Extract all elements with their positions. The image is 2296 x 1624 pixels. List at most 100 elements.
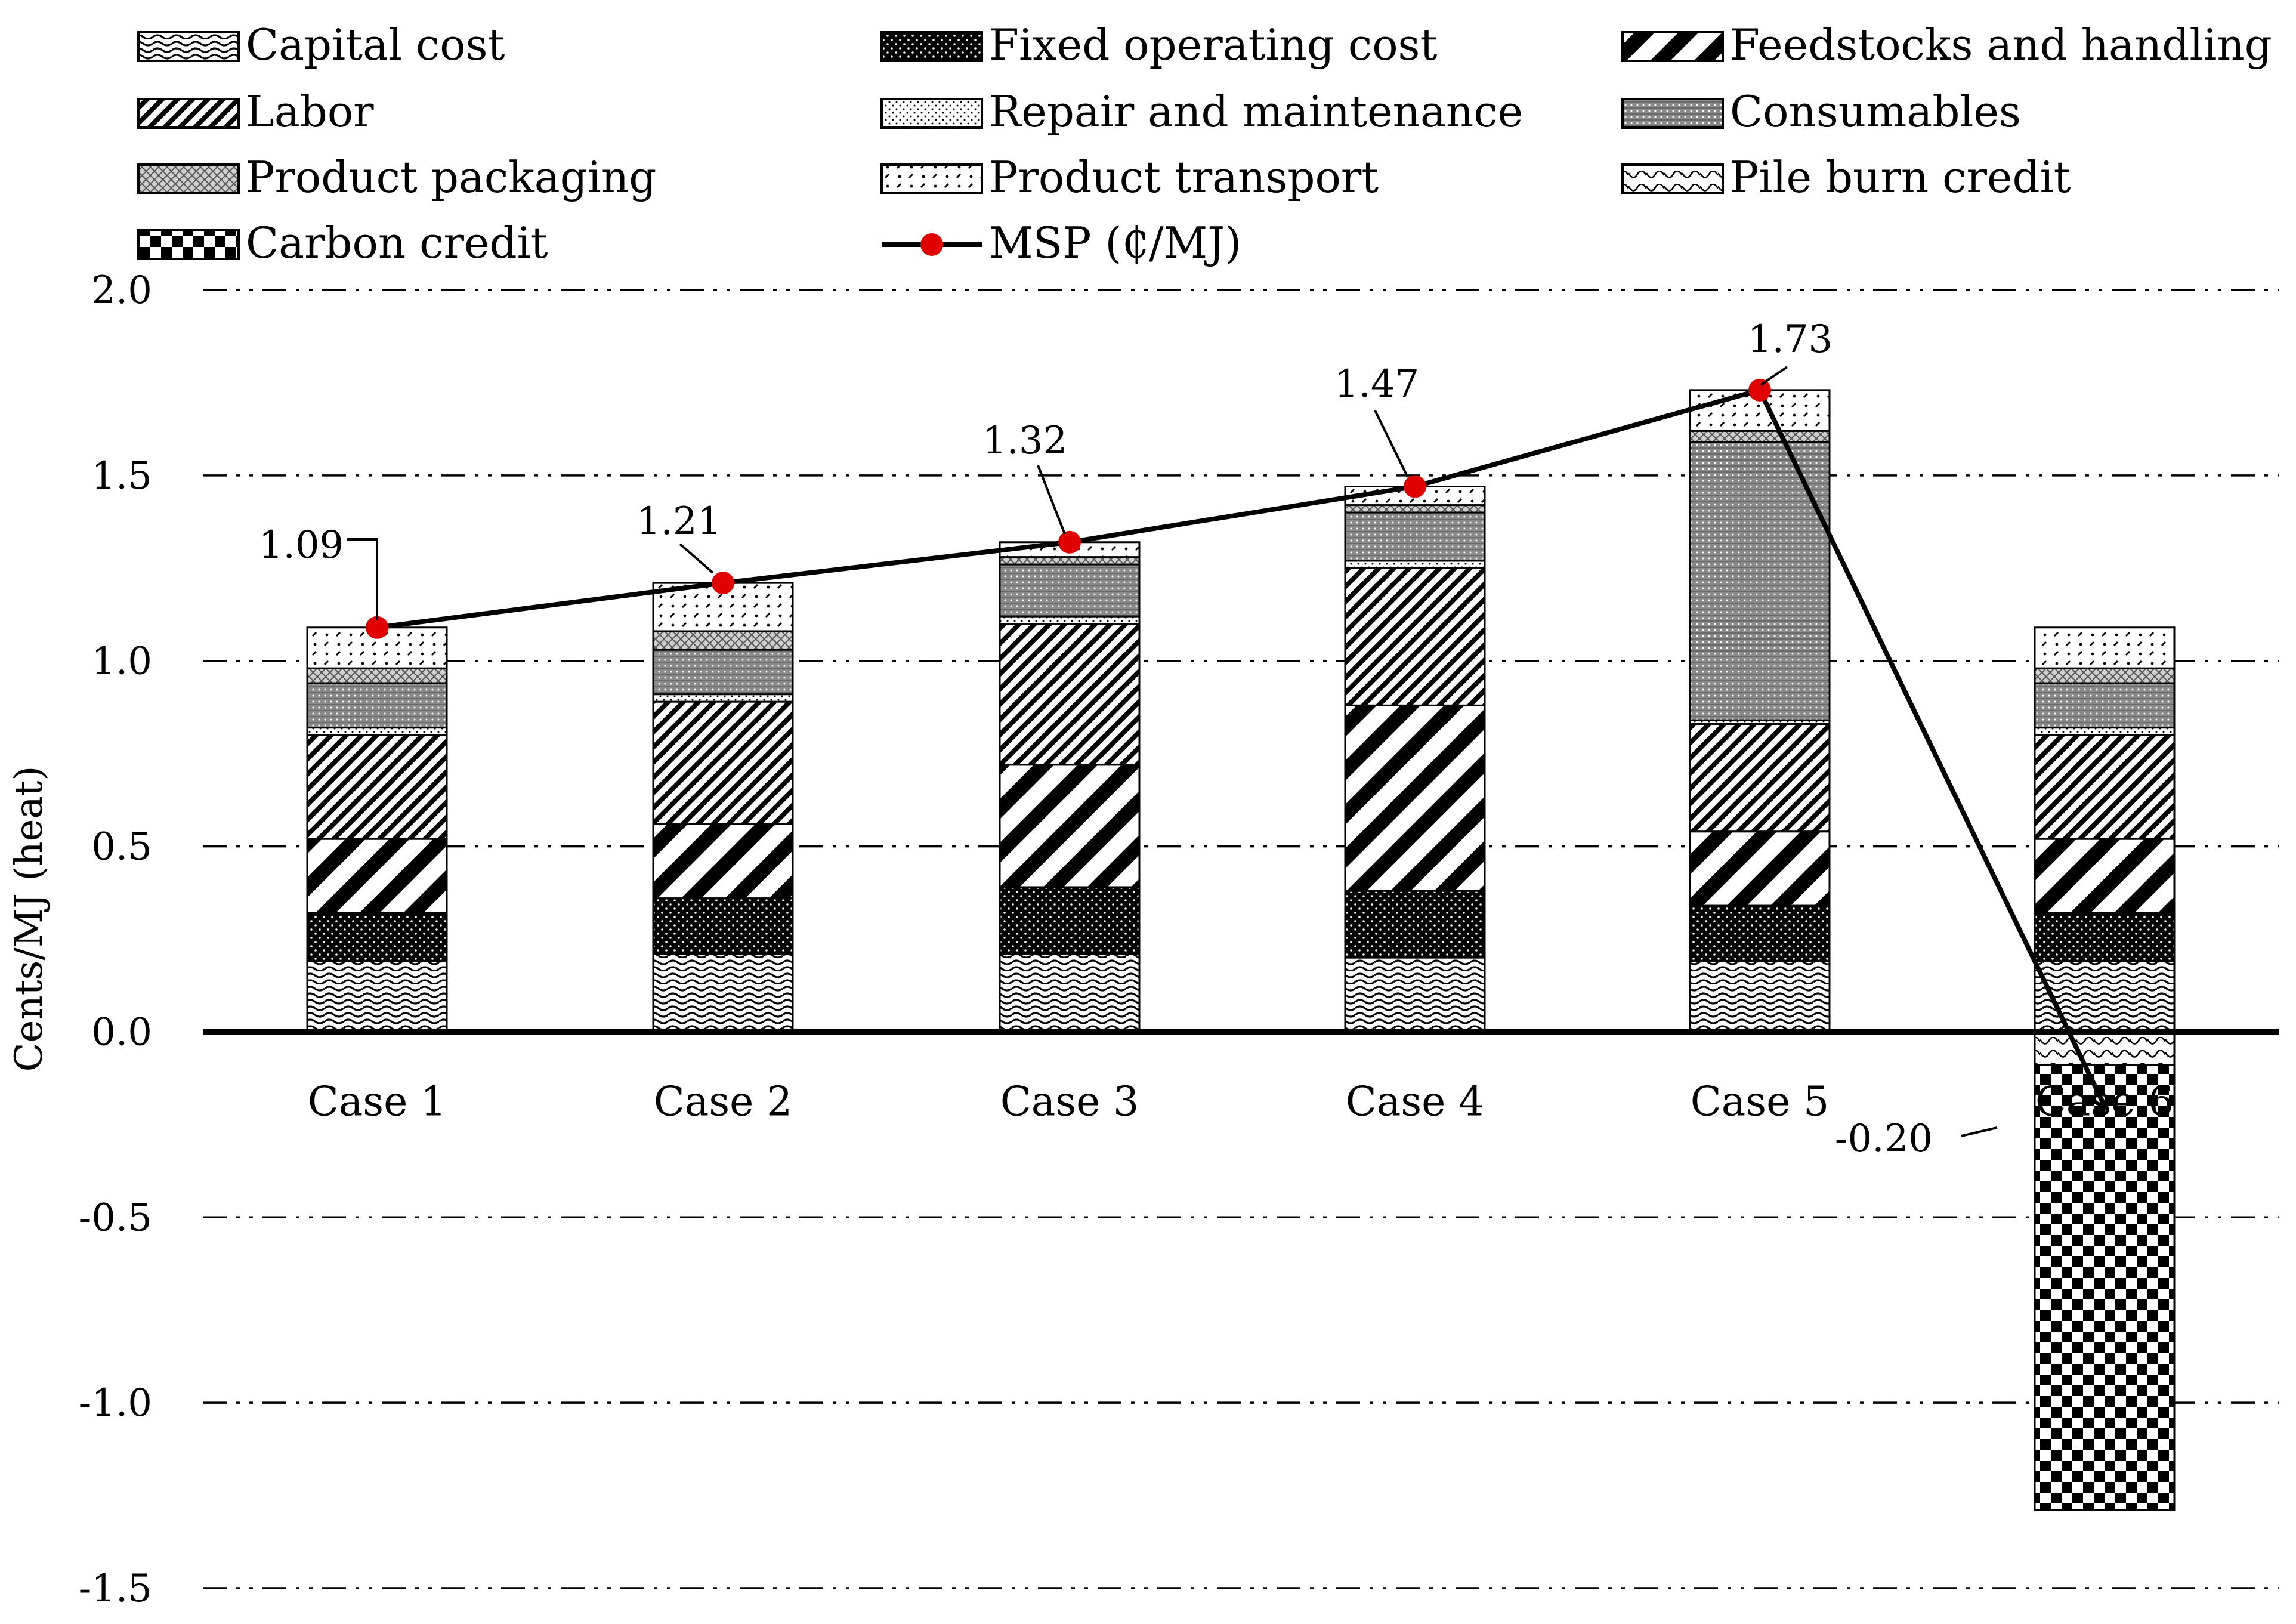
msp-leader-line [1037,465,1066,535]
bar-segment-repair-and-maintenance [2034,727,2176,736]
bar-segment-feedstocks-and-handling [1689,830,1831,907]
bar-segment-fixed-operating-cost [2034,912,2176,962]
y-axis-ticks: -1.5 -1.0 -0.5 0.0 0.5 1.0 1.5 2.0 [79,268,152,1611]
bar-segment-fixed-operating-cost [1344,890,1486,959]
y-tick-label: 2.0 [91,268,152,313]
bar-segment-feedstocks-and-handling [2034,838,2176,914]
y-tick-label: -0.5 [79,1196,152,1240]
legend-label: Feedstocks and handling [1730,20,2272,70]
legend-swatch [880,31,983,62]
legend-swatch [137,163,240,194]
msp-polyline [376,387,2107,1107]
legend-label: MSP (₵/MJ) [989,218,1241,268]
bar-segment-product-packaging [1344,504,1486,514]
bar-segment-product-packaging [2034,667,2176,684]
msp-value-label: 1.09 [259,523,344,567]
bar-segment-product-packaging [652,630,794,651]
y-tick-label: 0.0 [91,1010,152,1054]
legend-swatch [137,98,240,129]
y-tick-label: 0.5 [91,825,152,869]
bar-segment-feedstocks-and-handling [1344,704,1486,892]
bar-segment-product-packaging [999,556,1141,566]
legend-label: Pile burn credit [1730,152,2071,202]
bar-segment-repair-and-maintenance [999,615,1141,625]
msp-value-label: 1.32 [982,419,1068,463]
bar-segment-fixed-operating-cost [1689,904,1831,962]
bar-segment-feedstocks-and-handling [999,764,1141,888]
bar-segment-labor [1689,723,1831,833]
msp-leader-line [1760,366,1788,386]
msp-point [1404,475,1426,498]
y-tick-label: 1.5 [91,454,152,498]
bar-segment-capital-cost [999,953,1141,1033]
legend-label: Repair and maintenance [989,87,1523,137]
legend-swatch [880,98,983,129]
bar-segment-consumables [999,563,1141,618]
bar-segment-consumables [652,649,794,696]
bar-segment-carbon-credit [2034,1064,2176,1511]
msp-point [712,572,734,595]
x-tick-label: Case 5 [1691,1078,1830,1125]
msp-point [1748,378,1771,402]
msp-point [366,616,388,639]
msp-leader-line [347,538,378,620]
legend: Capital cost Fixed operating cost Feedstoc… [137,20,2272,268]
bar-segment-pile-burn-credit [2034,1030,2176,1066]
y-tick-label: 1.0 [91,640,152,684]
legend-swatch [880,163,983,194]
y-axis-title: Cents/MJ (heat) [7,766,51,1072]
bar-segment-labor [1344,567,1486,706]
y-tick-label: -1.5 [79,1567,152,1611]
bar-segment-consumables [2034,682,2176,729]
legend-swatch [1621,98,1724,129]
msp-leader-line [1961,1126,1998,1137]
bar-segment-repair-and-maintenance [652,693,794,703]
bar-segment-consumables [1689,441,1831,721]
x-axis-labels: Case 1 Case 2 Case 3 Case 4 Case 5 Case 6 [308,1078,2174,1125]
msp-value-label: 1.73 [1748,317,1833,362]
legend-swatch [1621,163,1724,194]
legend-label: Fixed operating cost [989,20,1437,70]
legend-label: Carbon credit [246,218,548,268]
msp-leader-line [679,543,714,574]
bar-segment-capital-cost [2034,960,2176,1033]
gridlines [203,289,2279,1589]
legend-swatch [137,229,240,260]
legend-marker [920,233,943,256]
msp-point [1058,530,1081,554]
bar-segment-fixed-operating-cost [306,912,448,962]
msp-value-label: 1.47 [1334,362,1420,406]
x-tick-label: Case 1 [308,1078,447,1125]
msp-value-label: -0.20 [1835,1117,1933,1161]
x-tick-label: Case 4 [1346,1078,1485,1125]
x-tick-label: Case 3 [1000,1078,1139,1125]
bar-segment-feedstocks-and-handling [652,823,794,900]
y-tick-label: -1.0 [79,1381,152,1425]
bar-segment-capital-cost [652,953,794,1033]
bar-segment-labor [999,623,1141,766]
bar-segment-repair-and-maintenance [1344,560,1486,569]
bar-segment-consumables [306,682,448,729]
bar-segment-product-transport [2034,626,2176,669]
bars [306,389,2176,1511]
bar-segment-fixed-operating-cost [652,897,794,955]
legend-label: Product packaging [246,152,656,202]
legend-label: Consumables [1730,87,2021,137]
legend-swatch [137,31,240,62]
legend-label: Labor [246,87,374,137]
bar-segment-labor [2034,734,2176,840]
bar-segment-capital-cost [1689,960,1831,1033]
bar-segment-capital-cost [1344,956,1486,1033]
legend-label: Product transport [989,152,1379,202]
bar-segment-product-packaging [306,667,448,684]
bar-segment-labor [652,700,794,825]
msp-line [366,378,2107,1107]
bar-segment-product-packaging [1689,430,1831,443]
bar-segment-fixed-operating-cost [999,886,1141,955]
msp-labels: 1.09 1.21 1.32 1.47 1.73 -0.20 [259,317,1998,1161]
bar-segment-consumables [1344,511,1486,562]
bar-segment-repair-and-maintenance [306,727,448,736]
bar-segment-labor [306,734,448,840]
msp-leader-line [1374,410,1409,478]
